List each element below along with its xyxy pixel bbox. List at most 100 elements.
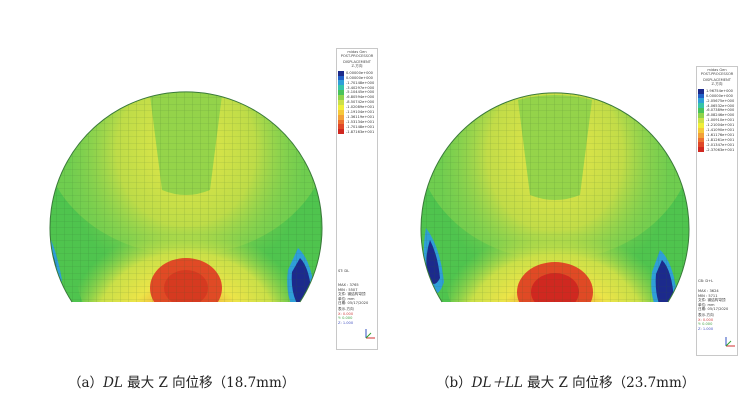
legend-row: -6.07389e+000 bbox=[698, 108, 736, 114]
legend-swatch bbox=[698, 93, 704, 99]
max-node: MAX : 3624 bbox=[698, 289, 719, 294]
legend-app-name: midas Gen bbox=[347, 50, 367, 54]
legend-component: Z-方向 bbox=[351, 64, 363, 69]
date-label: 日期: 05/17/2020 bbox=[698, 307, 729, 312]
min-node: MIN : 5507 bbox=[338, 287, 358, 292]
file-name: 文件: 钢结构穹顶 bbox=[338, 292, 366, 297]
legend-module: POST-PROCESSOR bbox=[340, 54, 374, 59]
legend-swatch bbox=[338, 104, 344, 110]
legend-row: -1.81261e+001 bbox=[698, 137, 736, 143]
legend-swatch bbox=[698, 142, 704, 148]
view-z: Z: 1.000 bbox=[698, 326, 714, 331]
legend-row: -8.08246e+000 bbox=[698, 113, 736, 118]
view-direction-label: 表示-方向 bbox=[338, 307, 354, 312]
legend-swatch bbox=[698, 103, 704, 109]
legend-value: -2.05675e+000 bbox=[706, 98, 735, 103]
legend-value: -1.19104e+001 bbox=[346, 109, 375, 114]
legend-value: -2.37063e+001 bbox=[706, 147, 735, 152]
legend-swatch bbox=[698, 132, 704, 138]
caption-text: 最大 Z 向位移（23.7mm） bbox=[522, 375, 696, 391]
legend-app-name: midas Gen bbox=[707, 68, 727, 72]
legend-value: -6.07389e+000 bbox=[706, 108, 735, 113]
legend-swatch bbox=[698, 122, 704, 128]
legend-swatch bbox=[698, 98, 704, 104]
legend-box: midas Gen POST-PROCESSOR DISPLACEMENT Z-… bbox=[696, 66, 738, 356]
legend-row: -2.37063e+001 bbox=[698, 147, 736, 153]
legend-swatch bbox=[338, 114, 344, 120]
legend-value: -1.87163e+001 bbox=[346, 129, 375, 134]
legend-row: -1.87163e+001 bbox=[338, 129, 376, 135]
view-x: X: 0.000 bbox=[698, 317, 714, 322]
legend-row: -2.05675e+000 bbox=[698, 98, 736, 104]
unit-label: 单位: mm bbox=[338, 296, 355, 301]
legend-swatch bbox=[338, 129, 344, 135]
legend-value: -1.61176e+001 bbox=[706, 132, 735, 137]
load-case-label: ST: DL bbox=[338, 269, 350, 273]
legend-value: -5.10445e+000 bbox=[346, 90, 375, 95]
legend-row: -1.70148e+001 bbox=[338, 124, 376, 130]
caption-a: （a）DL 最大 Z 向位移（18.7mm） bbox=[68, 371, 295, 391]
legend-value: 1.96754e+000 bbox=[706, 88, 733, 93]
legend-value: -3.40297e+000 bbox=[346, 85, 375, 90]
legend-value: -8.50742e+000 bbox=[346, 100, 375, 105]
legend-swatch bbox=[338, 119, 344, 125]
legend-swatch bbox=[698, 147, 704, 153]
legend-row: -1.19104e+001 bbox=[338, 109, 376, 115]
legend-value: 0.00000e+000 bbox=[346, 75, 373, 80]
legend-result: DISPLACEMENT bbox=[343, 59, 371, 64]
legend-swatch bbox=[338, 85, 344, 91]
file-name: 文件: 钢结构穹顶 bbox=[698, 298, 726, 303]
legend-swatch bbox=[338, 75, 344, 81]
legend-swatch bbox=[338, 95, 344, 100]
legend-swatch bbox=[338, 90, 344, 96]
legend-row: -2.01347e+001 bbox=[698, 142, 736, 148]
legend-swatch bbox=[338, 124, 344, 130]
legend-value: -1.81261e+001 bbox=[706, 137, 735, 142]
legend-value: -1.00910e+001 bbox=[706, 118, 735, 123]
caption-prefix: （b） bbox=[436, 375, 472, 391]
legend-swatch bbox=[338, 80, 344, 86]
legend-value: 0.00000e+000 bbox=[346, 70, 373, 75]
panel-dl: midas Gen POST-PROCESSOR DISPLACEMENT Z-… bbox=[49, 48, 378, 391]
legend-swatch bbox=[698, 108, 704, 114]
legend-scale: 1.96754e+000 0.00000e+000 -2.05675e+000 -4.… bbox=[698, 88, 736, 153]
legend-scale: 0.00000e+000 0.00000e+000 -1.70148e+000 -3.… bbox=[338, 70, 376, 135]
legend-row: -1.21004e+001 bbox=[698, 122, 736, 128]
legend-swatch bbox=[338, 70, 344, 76]
legend-swatch bbox=[698, 137, 704, 143]
legend-value: -1.36119e+001 bbox=[346, 114, 375, 119]
legend-row: 0.00000e+000 bbox=[338, 75, 376, 81]
legend-row: -1.41090e+001 bbox=[698, 127, 736, 133]
dome-contour-plot bbox=[420, 92, 690, 303]
view-y: Y: 0.000 bbox=[338, 316, 353, 321]
legend-row: -1.61176e+001 bbox=[698, 132, 736, 138]
legend-value: -4.06532e+000 bbox=[706, 103, 735, 108]
axis-triad-icon bbox=[725, 337, 735, 347]
legend-row: -1.02089e+001 bbox=[338, 104, 376, 110]
legend-row: -1.00910e+001 bbox=[698, 117, 736, 123]
legend-value: 0.00000e+000 bbox=[706, 93, 733, 98]
legend-row: -4.06532e+000 bbox=[698, 103, 736, 109]
axis-triad-icon bbox=[365, 329, 375, 339]
legend-component: Z-方向 bbox=[711, 82, 723, 87]
legend-row: 0.00000e+000 bbox=[698, 93, 736, 99]
legend-row: 1.96754e+000 bbox=[698, 88, 736, 94]
legend-row: -1.36119e+001 bbox=[338, 114, 376, 120]
legend-value: -1.53134e+001 bbox=[346, 119, 375, 124]
caption-text: 最大 Z 向位移（18.7mm） bbox=[122, 375, 296, 391]
legend-box: midas Gen POST-PROCESSOR DISPLACEMENT Z-… bbox=[336, 48, 378, 350]
legend-row: -6.80594e+000 bbox=[338, 95, 376, 100]
view-x: X: 0.000 bbox=[338, 311, 354, 316]
caption-loadcase: DL bbox=[103, 375, 123, 391]
caption-b: （b）DL＋LL 最大 Z 向位移（23.7mm） bbox=[436, 371, 695, 391]
min-node: MIN : 5711 bbox=[698, 293, 718, 298]
legend-row: -1.53134e+001 bbox=[338, 119, 376, 125]
legend-swatch bbox=[338, 109, 344, 115]
legend-swatch bbox=[698, 88, 704, 94]
legend-swatch bbox=[698, 117, 704, 123]
legend-swatch bbox=[338, 99, 344, 105]
legend-row: 0.00000e+000 bbox=[338, 70, 376, 76]
caption-loadcase: DL＋LL bbox=[471, 375, 523, 391]
caption-prefix: （a） bbox=[68, 375, 104, 391]
load-case-label: CB: D+L bbox=[698, 279, 714, 283]
